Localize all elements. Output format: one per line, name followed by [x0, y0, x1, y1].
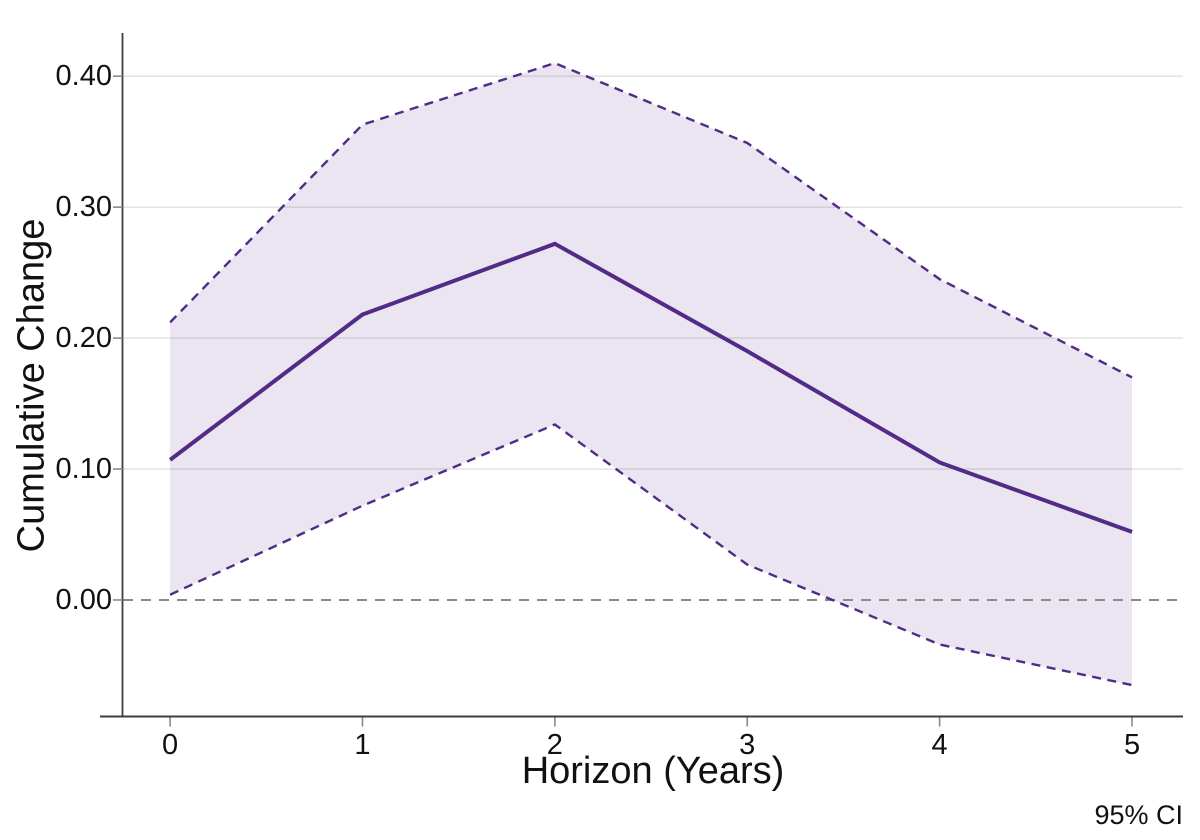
- y-tick-label: 0.00: [55, 583, 112, 616]
- ci-annotation: 95% CI: [1094, 800, 1183, 830]
- y-axis-title: Cumulative Change: [10, 218, 53, 553]
- confidence-band: [170, 63, 1133, 686]
- x-tick-label: 3: [739, 728, 756, 761]
- x-tick-label: 2: [546, 728, 563, 761]
- ci-lower-line: [169, 423, 1133, 687]
- x-tick-label: 5: [1123, 728, 1141, 761]
- x-axis-title: Horizon (Years): [521, 750, 785, 792]
- y-tick-label: 0.40: [55, 60, 112, 93]
- mean-line: [168, 241, 1133, 534]
- x-tick-label: 1: [354, 728, 371, 761]
- x-tick-label: 4: [931, 728, 948, 761]
- y-tick-label: 0.30: [55, 191, 112, 224]
- ci-upper-line: [169, 61, 1133, 379]
- y-tick-label: 0.20: [55, 322, 112, 355]
- x-tick-label: 0: [162, 728, 179, 761]
- y-tick-label: 0.10: [55, 453, 112, 486]
